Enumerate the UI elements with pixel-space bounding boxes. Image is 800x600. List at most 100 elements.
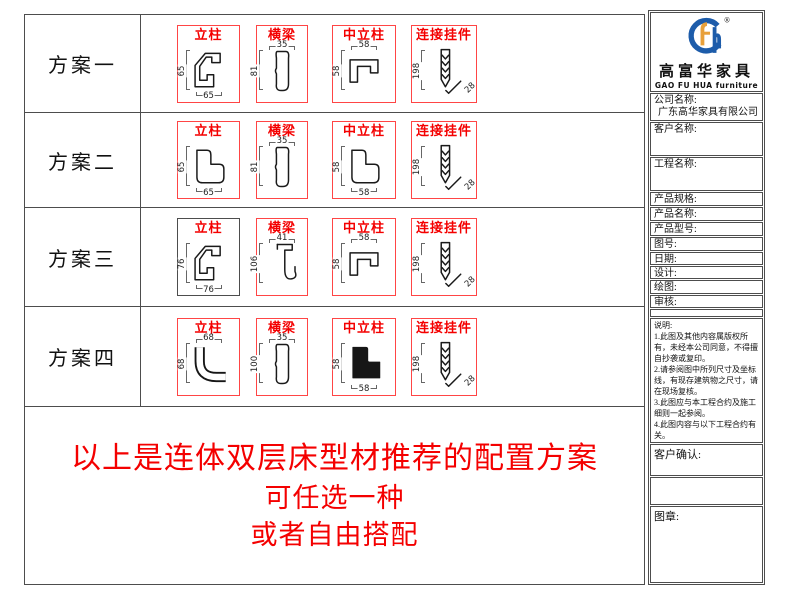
company-logo-block: ® 高富华家具 GAO FU HUA furniture (650, 12, 763, 92)
l-rounded-profile-icon (351, 149, 380, 184)
profile-card: 连接挂件 198 28 (411, 24, 478, 103)
dimension-left: 198 (412, 61, 423, 80)
footer-line: 可任选一种 (264, 482, 405, 513)
scheme-items: 立柱 65 65 横梁 35 81 中立柱 58 58 连接挂件 (141, 113, 644, 207)
profile-card: 连接挂件 198 28 (411, 317, 478, 396)
profile-drawing-area: 198 28 (412, 236, 478, 292)
profile-label: 立柱 (194, 123, 223, 138)
tube-profile-icon (274, 146, 290, 188)
profile-drawing-area: 76 76 (176, 236, 235, 295)
brand-name-en: GAO FU HUA furniture (654, 81, 759, 90)
scheme-items: 立柱 68 68 横梁 35 100 中立柱 58 58 连接挂件 (141, 307, 644, 406)
scheme-row: 方案一 立柱 65 65 横梁 35 81 中立柱 58 58 (25, 15, 644, 113)
dimension-left: 198 (412, 254, 423, 274)
arc-elbow-profile-icon (194, 346, 226, 382)
j-hook-profile-icon (276, 243, 297, 280)
remark-cell (650, 477, 763, 505)
title-field: 产品规格: (650, 192, 763, 206)
profile-card: 中立柱 58 58 (332, 24, 396, 103)
profile-label: 中立柱 (342, 220, 385, 235)
l-rounded-profile-icon (195, 149, 225, 184)
profile-label: 横梁 (267, 123, 296, 138)
field-label: 工程名称: (654, 159, 697, 170)
dimension-top: 58 (357, 39, 371, 50)
profile-drawing-area: 58 58 (332, 39, 390, 99)
profile-label: 连接挂件 (415, 220, 472, 235)
profile-label: 中立柱 (342, 319, 385, 335)
footer-note: 以上是连体双层床型材推荐的配置方案 可任选一种 或者自由搭配 (25, 407, 644, 584)
profile-label: 连接挂件 (415, 123, 472, 138)
profile-card: 横梁 35 100 (250, 317, 308, 396)
profile-label: 中立柱 (342, 123, 385, 138)
profile-label: 横梁 (267, 319, 296, 335)
note-line: 1.此图及其他内容属版权所有，未经本公司同意，不得擅自抄袭或复印。 (654, 332, 758, 363)
profile-card: 横梁 41 106 (250, 218, 308, 296)
dimension-left: 58 (331, 160, 342, 174)
dimension-left: 198 (412, 354, 423, 373)
footer-line: 或者自由搭配 (250, 519, 419, 550)
scheme-row: 方案二 立柱 65 65 横梁 35 81 中立柱 58 58 (25, 113, 644, 208)
brand-name-cn: 高富华家具 (658, 64, 754, 80)
profile-card: 中立柱 58 58 (332, 317, 396, 396)
profile-label: 立柱 (194, 319, 223, 335)
c-channel-profile-icon (349, 252, 379, 276)
title-field: 公司名称: 广东高华家具有限公司 (650, 93, 763, 121)
customer-confirm-cell: 客户确认: (650, 444, 763, 476)
notes-block: 说明: 1.此图及其他内容属版权所有，未经本公司同意，不得擅自抄袭或复印。 2.请… (650, 318, 763, 443)
footer-line: 以上是连体双层床型材推荐的配置方案 (71, 441, 598, 475)
dimension-top: 41 (275, 233, 289, 243)
field-label: 设计: (654, 268, 677, 279)
profile-drawing-area: 65 65 (176, 139, 235, 198)
scheme-items: 立柱 76 76 横梁 41 106 中立柱 58 58 连接挂件 (141, 208, 644, 306)
scheme-label: 方案三 (25, 208, 141, 306)
profile-label: 中立柱 (342, 26, 385, 42)
title-field: 产品名称: (650, 207, 763, 221)
profile-drawing-area: 58 58 (332, 336, 390, 394)
title-field: 工程名称: (650, 157, 763, 191)
scheme-row: 方案三 立柱 76 76 横梁 41 106 中立柱 58 58 (25, 208, 644, 307)
profile-label: 横梁 (267, 220, 296, 235)
field-label: 绘图: (654, 282, 677, 293)
notes-title: 说明: (654, 321, 673, 330)
dimension-bottom: 76 (202, 284, 215, 295)
dimension-top: 68 (202, 332, 215, 343)
profile-drawing-area: 58 58 (332, 233, 390, 292)
dimension-left: 106 (250, 254, 261, 274)
field-label: 产品规格: (654, 194, 697, 205)
note-line: 4.此图内容与以下工程合约有关。 (654, 420, 756, 440)
profile-card: 立柱 65 65 (176, 121, 240, 199)
field-label: 审核: (654, 297, 677, 308)
dimension-left: 68 (176, 357, 187, 370)
field-label: 客户名称: (654, 124, 697, 135)
title-field: 设计: (650, 266, 763, 279)
title-field: 图号: (650, 237, 763, 251)
title-field: 客户名称: (650, 122, 763, 156)
profile-card: 立柱 65 65 (176, 24, 240, 103)
title-field: 审核: (650, 295, 763, 308)
dimension-top: 35 (275, 332, 289, 343)
field-label: 产品型号: (654, 224, 697, 235)
dimension-bottom: 65 (202, 187, 215, 198)
scheme-table: 方案一 立柱 65 65 横梁 35 81 中立柱 58 58 (24, 14, 645, 585)
scheme-label: 方案一 (25, 15, 141, 112)
field-value: 广东高华家具有限公司 (658, 107, 758, 118)
profile-card: 横梁 35 81 (250, 24, 308, 103)
hanger-profile-icon (440, 144, 462, 191)
field-label: 产品名称: (654, 209, 697, 220)
scheme-items: 立柱 65 65 横梁 35 81 中立柱 58 58 连接挂件 (141, 15, 644, 112)
dimension-left: 198 (412, 157, 423, 177)
dimension-left: 76 (176, 257, 187, 271)
registered-mark: ® (723, 17, 729, 25)
scheme-label: 方案二 (25, 113, 141, 207)
title-field: 产品型号: (650, 222, 763, 236)
dimension-top: 58 (357, 233, 371, 243)
dimension-bottom: 65 (202, 91, 215, 101)
profile-drawing-area: 35 81 (250, 40, 308, 99)
title-field: 日期: (650, 252, 763, 265)
profile-drawing-area: 65 65 (176, 43, 235, 101)
profile-drawing-area: 35 81 (250, 137, 308, 195)
field-label: 日期: (654, 254, 677, 265)
dimension-left: 81 (249, 160, 260, 174)
title-block: ® 高富华家具 GAO FU HUA furniture 公司名称: 广东高华家… (648, 10, 765, 585)
